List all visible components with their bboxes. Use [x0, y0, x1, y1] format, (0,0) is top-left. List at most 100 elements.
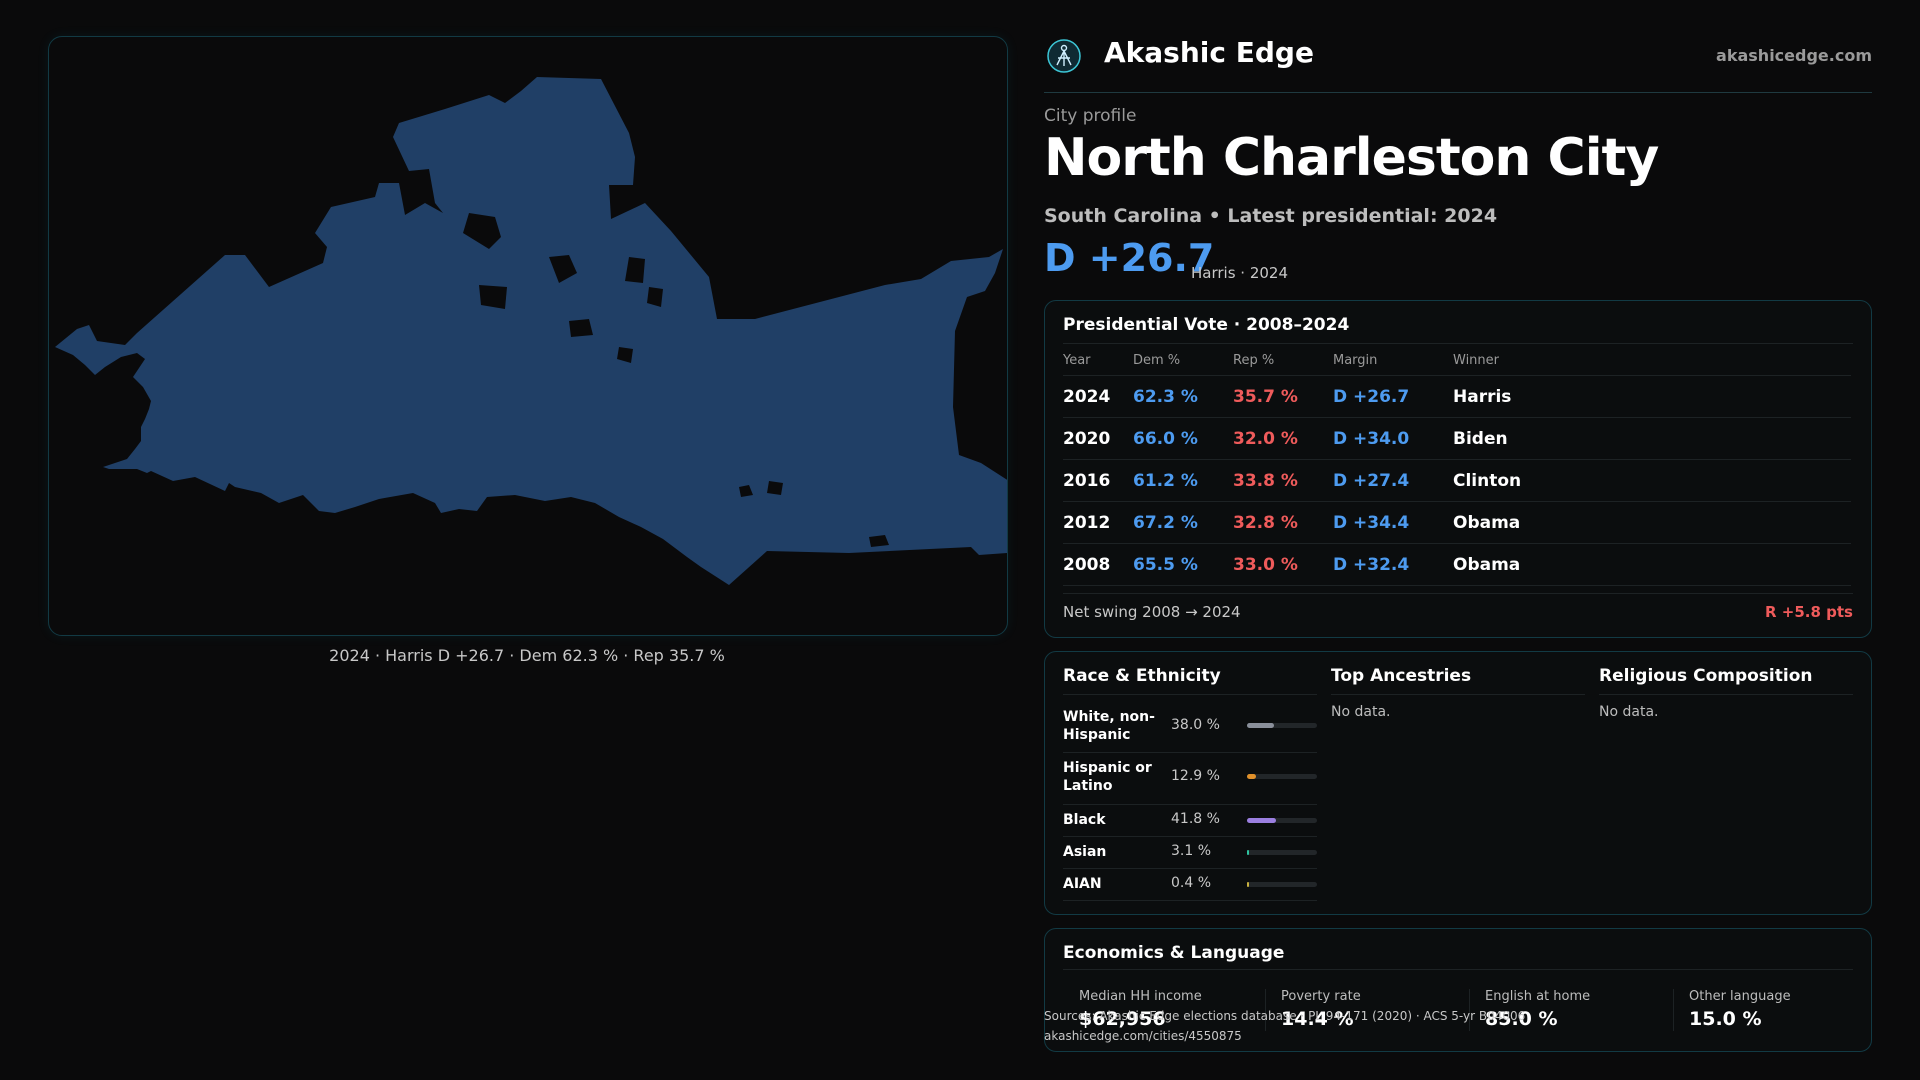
rep-cell: 35.7 %	[1233, 375, 1333, 418]
winner-cell: Obama	[1453, 501, 1851, 544]
stat-value: 14.4 %	[1281, 1008, 1354, 1030]
race-row-white: White, non-Hispanic 38.0 %	[1063, 702, 1317, 753]
city-boundary-gap	[647, 287, 663, 307]
net-swing-value: R +5.8 pts	[1765, 603, 1853, 621]
rep-cell: 32.8 %	[1233, 501, 1333, 544]
year-cell: 2024	[1063, 375, 1133, 418]
brand-header: Akashic Edge akashicedge.com	[1044, 34, 1872, 93]
race-bar-track	[1247, 882, 1317, 887]
latest-margin: D +26.7	[1044, 236, 1215, 280]
city-boundary-main	[55, 77, 1007, 585]
margin-cell: D +26.7	[1333, 375, 1453, 418]
city-boundary-gap	[463, 213, 501, 249]
column-header-winner: Winner	[1453, 345, 1851, 376]
dem-cell: 66.0 %	[1133, 417, 1233, 460]
economics-title: Economics & Language	[1063, 943, 1285, 963]
divider	[1063, 343, 1853, 344]
dem-cell: 61.2 %	[1133, 459, 1233, 502]
stat-english-at-home: English at home 85.0 %	[1485, 989, 1590, 1030]
column-header-dem: Dem %	[1133, 345, 1233, 376]
stat-value: 85.0 %	[1485, 1008, 1558, 1030]
winner-cell: Biden	[1453, 417, 1851, 460]
race-bar-track	[1247, 818, 1317, 823]
page-kicker: City profile	[1044, 106, 1137, 126]
presidential-vote-title: Presidential Vote · 2008–2024	[1063, 315, 1350, 335]
stat-other-language: Other language 15.0 %	[1689, 989, 1791, 1030]
race-label: Hispanic or Latino	[1063, 760, 1152, 794]
city-boundary-gap	[549, 255, 577, 283]
table-row: 2024 62.3 % 35.7 % D +26.7 Harris	[1063, 375, 1851, 418]
margin-cell: D +32.4	[1333, 543, 1453, 586]
city-boundary-gap	[739, 485, 753, 497]
divider	[1063, 969, 1853, 970]
table-row: 2016 61.2 % 33.8 % D +27.4 Clinton	[1063, 459, 1851, 502]
year-cell: 2016	[1063, 459, 1133, 502]
divider	[1063, 593, 1853, 594]
brand-url-link[interactable]: akashicedge.com	[1716, 46, 1872, 65]
page-title: North Charleston City	[1044, 128, 1659, 188]
race-label: White, non-Hispanic	[1063, 709, 1155, 743]
stat-label: Poverty rate	[1281, 989, 1361, 1004]
net-swing-label: Net swing 2008 → 2024	[1063, 603, 1241, 621]
table-row: 2008 65.5 % 33.0 % D +32.4 Obama	[1063, 543, 1851, 586]
stat-label: English at home	[1485, 989, 1591, 1004]
brand-name: Akashic Edge	[1104, 36, 1314, 69]
city-boundary-gap	[617, 347, 633, 363]
demographics-card: Race & Ethnicity White, non-Hispanic 38.…	[1044, 651, 1872, 915]
stat-label: Other language	[1689, 989, 1791, 1004]
rep-cell: 33.0 %	[1233, 543, 1333, 586]
race-bar-fill	[1247, 882, 1249, 887]
race-value: 0.4 %	[1171, 875, 1212, 891]
winner-cell: Clinton	[1453, 459, 1851, 502]
religion-empty: No data.	[1599, 704, 1659, 720]
dem-cell: 65.5 %	[1133, 543, 1233, 586]
race-ethnicity-title: Race & Ethnicity	[1063, 666, 1221, 686]
divider	[1331, 694, 1585, 695]
table-row: 2012 67.2 % 32.8 % D +34.4 Obama	[1063, 501, 1851, 544]
margin-cell: D +34.0	[1333, 417, 1453, 460]
city-boundary-map[interactable]	[49, 37, 1007, 635]
margin-cell: D +34.4	[1333, 501, 1453, 544]
dem-cell: 67.2 %	[1133, 501, 1233, 544]
year-cell: 2008	[1063, 543, 1133, 586]
ancestries-title: Top Ancestries	[1331, 666, 1472, 686]
race-row-asian: Asian 3.1 %	[1063, 837, 1317, 869]
race-label: Asian	[1063, 844, 1107, 860]
winner-cell: Obama	[1453, 543, 1851, 586]
source-url-link[interactable]: akashicedge.com/cities/4550875	[1044, 1029, 1242, 1043]
column-header-year: Year	[1063, 345, 1133, 376]
race-label: Black	[1063, 812, 1106, 828]
race-bar-track	[1247, 774, 1317, 779]
city-map-panel[interactable]	[48, 36, 1008, 636]
city-boundary-gap	[767, 481, 783, 495]
page-subtitle: South Carolina • Latest presidential: 20…	[1044, 205, 1498, 227]
presidential-vote-table: Year Dem % Rep % Margin Winner 2024 62.3…	[1063, 345, 1851, 586]
rep-cell: 33.8 %	[1233, 459, 1333, 502]
stat-poverty-rate: Poverty rate 14.4 %	[1281, 989, 1361, 1030]
religion-title: Religious Composition	[1599, 666, 1813, 686]
column-header-margin: Margin	[1333, 345, 1453, 376]
divider	[1599, 694, 1853, 695]
race-label: AIAN	[1063, 876, 1102, 892]
race-row-black: Black 41.8 %	[1063, 805, 1317, 837]
rep-cell: 32.0 %	[1233, 417, 1333, 460]
city-boundary-gap	[479, 285, 507, 309]
race-value: 41.8 %	[1171, 811, 1220, 827]
latest-margin-detail: Harris · 2024	[1191, 264, 1289, 282]
race-bar-fill	[1247, 723, 1274, 728]
stat-label: Median HH income	[1079, 989, 1202, 1004]
year-cell: 2012	[1063, 501, 1133, 544]
race-bar-fill	[1247, 850, 1250, 855]
city-boundary-gap	[625, 257, 645, 283]
race-value: 38.0 %	[1171, 717, 1220, 733]
race-bar-track	[1247, 723, 1317, 728]
table-header-row: Year Dem % Rep % Margin Winner	[1063, 345, 1851, 376]
presidential-vote-card: Presidential Vote · 2008–2024 Year Dem %…	[1044, 300, 1872, 638]
ancestries-empty: No data.	[1331, 704, 1391, 720]
stat-value: 15.0 %	[1689, 1008, 1762, 1030]
city-boundary-shape	[55, 77, 1007, 585]
stat-median-income: Median HH income $62,956	[1079, 989, 1202, 1030]
stat-value: $62,956	[1079, 1008, 1166, 1030]
race-value: 3.1 %	[1171, 843, 1212, 859]
divider	[1673, 989, 1674, 1031]
